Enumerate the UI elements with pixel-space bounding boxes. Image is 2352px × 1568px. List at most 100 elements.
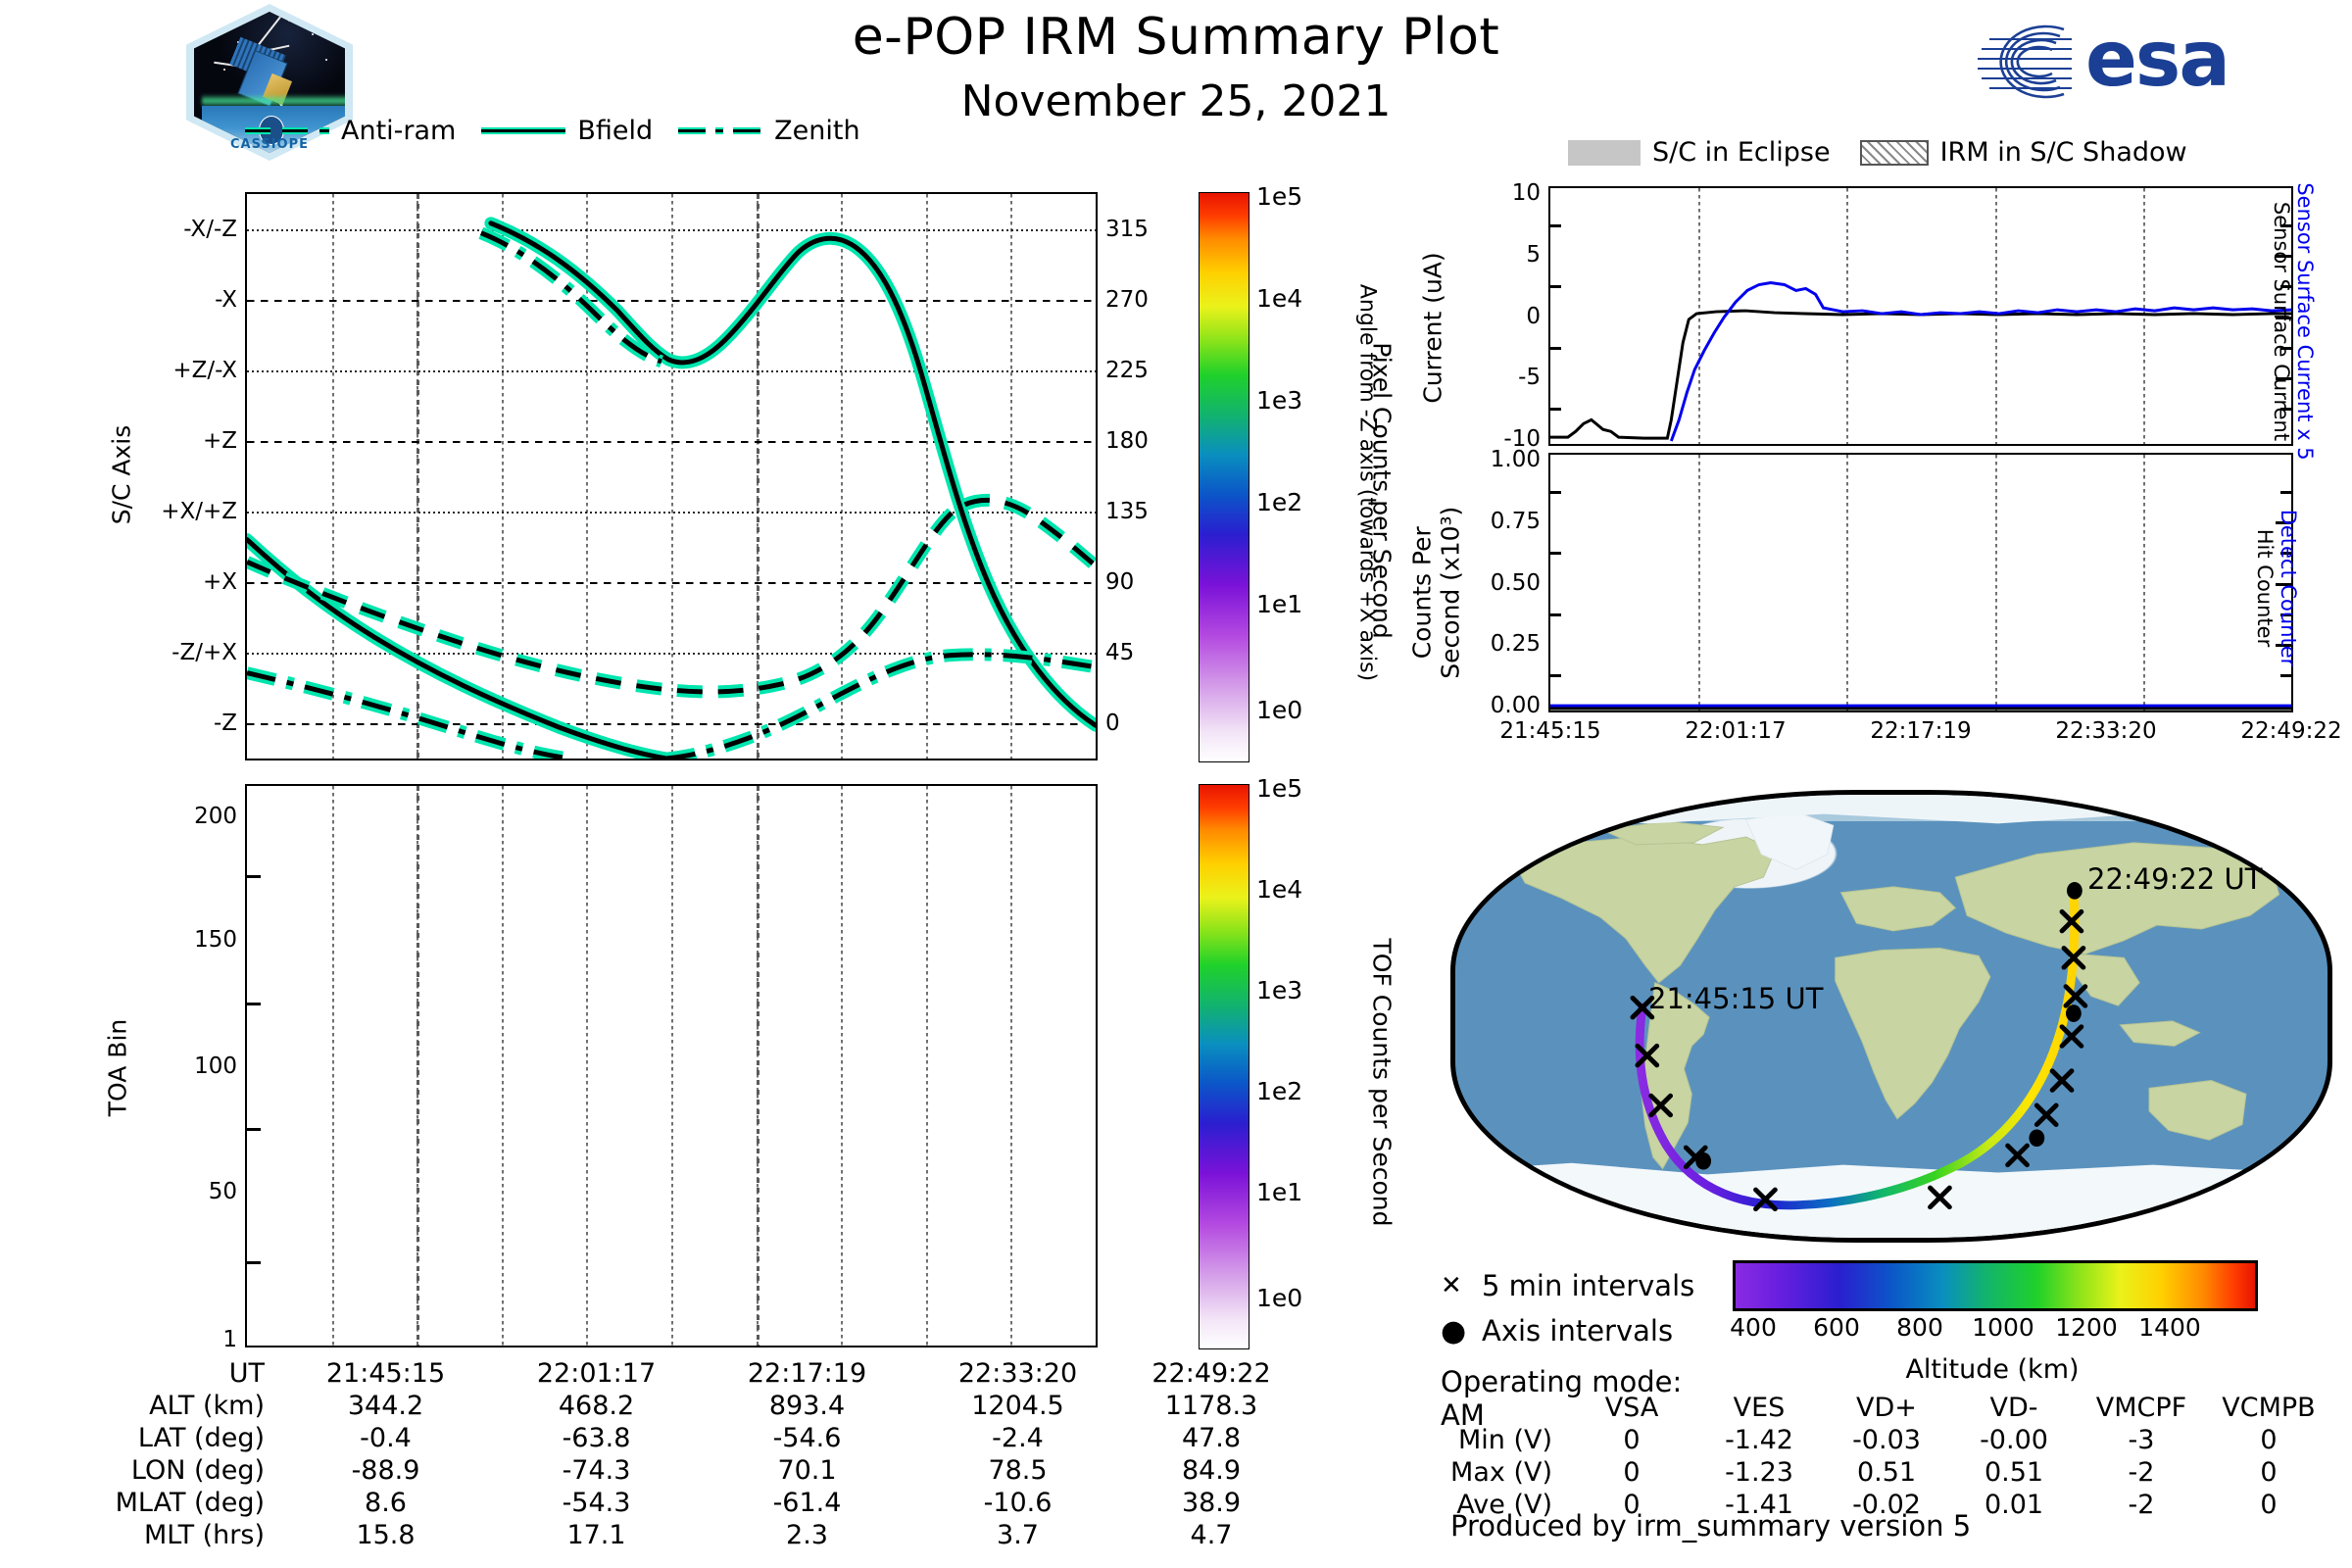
eclipse-swatch-icon: [1568, 139, 1641, 166]
cnt-ytick-0: 1.00: [1490, 447, 1541, 473]
cassiope-logo-text: CASSIOPE: [229, 137, 310, 152]
alt-tick-4: 1200: [2055, 1313, 2118, 1342]
sc-ytick-7: -Z: [213, 710, 237, 736]
counts-ylabel-line1: Counts Per: [1407, 526, 1437, 660]
map-legend-label-5min: 5 min intervals: [1482, 1269, 1695, 1302]
page-title: e-POP IRM Summary Plot: [852, 8, 1500, 67]
legend-item-sc-eclipse: S/C in Eclipse: [1568, 137, 1831, 168]
legend-item-irm-shadow: IRM in S/C Shadow: [1859, 137, 2187, 168]
orbit-map[interactable]: 21:45:15 UT 22:49:22 UT: [1450, 790, 2332, 1243]
ephemeris-cell: 893.4: [768, 1391, 846, 1421]
voltage-column-header: VD-: [1989, 1393, 2038, 1423]
voltage-cell: -1.41: [1725, 1490, 1793, 1520]
cb1-tick-2: 1e3: [1256, 386, 1303, 415]
toa-ytick-0: 200: [194, 804, 237, 830]
current-traces: [1550, 281, 2291, 442]
ephemeris-cell: -10.6: [983, 1488, 1053, 1518]
table-row: MLAT (deg) 8.6 -54.3 -61.4 -10.6 38.9: [108, 1487, 1299, 1519]
counts-right-label-black: Hit Counter: [2253, 528, 2277, 648]
alt-tick-2: 800: [1896, 1313, 1943, 1342]
table-row: MLT (hrs) 15.8 17.1 2.3 3.7 4.7: [108, 1519, 1299, 1551]
table-row: UT 21:45:15 22:01:17 22:17:19 22:33:20 22:49:…: [108, 1357, 1299, 1390]
ephemeris-cell: 70.1: [777, 1455, 837, 1486]
ephemeris-cell: 17.1: [566, 1520, 626, 1550]
voltage-cell: -1.23: [1725, 1457, 1793, 1488]
alt-tick-0: 400: [1730, 1313, 1777, 1342]
ephemeris-row-label: UT: [228, 1358, 265, 1389]
alt-tick-1: 600: [1813, 1313, 1860, 1342]
ephemeris-cell: 21:45:15: [325, 1358, 446, 1389]
operating-mode-label: Operating mode: AM: [1441, 1365, 1683, 1432]
cross-marker-icon: ✕: [1441, 1271, 1462, 1300]
sc-ytickR-1: 270: [1105, 287, 1149, 313]
ephemeris-cell: -54.6: [772, 1423, 842, 1453]
legend-item-bfield: Bfield: [481, 116, 653, 146]
alt-tick-3: 1000: [1972, 1313, 2034, 1342]
sc-ytick-1: -X: [215, 287, 237, 313]
ephemeris-row-label: LON (deg): [130, 1455, 265, 1486]
ephemeris-cell: 78.5: [988, 1455, 1048, 1486]
xtick-2: 22:17:19: [1870, 718, 1972, 744]
ephemeris-cell: -2.4: [992, 1423, 1044, 1453]
ephemeris-cell: 22:33:20: [957, 1358, 1078, 1389]
xtick-1: 22:01:17: [1685, 718, 1787, 744]
sc-ytickR-6: 45: [1105, 640, 1135, 665]
xtick-4: 22:49:22: [2240, 718, 2342, 744]
eclipse-legend: S/C in Eclipse IRM in S/C Shadow: [1568, 137, 2187, 168]
ephemeris-cell: -0.4: [360, 1423, 412, 1453]
sc-ytickR-0: 315: [1105, 217, 1149, 242]
cb2-tick-0: 1e5: [1256, 774, 1303, 803]
voltage-cell: 0.51: [1984, 1457, 2044, 1488]
voltage-cell: -3: [2128, 1425, 2155, 1455]
voltage-cell: 0: [2260, 1457, 2278, 1488]
voltage-table: VSA VES VD+ VD- VMCPF VCMPB Min (V) 0 -1.42 -0.0…: [1431, 1392, 2332, 1521]
voltage-cell: -1.42: [1725, 1425, 1793, 1455]
counts-panel: 1.00 0.75 0.50 0.25 0.00 21:45:15 22:01:…: [1491, 447, 2342, 744]
ephemeris-cell: 47.8: [1181, 1423, 1242, 1453]
toa-ytick-4: 1: [222, 1327, 237, 1353]
voltage-cell: 0.01: [1984, 1490, 2044, 1520]
cur-ytick-2: 0: [1526, 303, 1541, 329]
voltage-table-head: VSA VES VD+ VD- VMCPF VCMPB: [1431, 1392, 2332, 1424]
voltage-column-header: VMCPF: [2095, 1393, 2187, 1423]
zenith-line-icon: [678, 125, 763, 136]
ephemeris-row-label: ALT (km): [149, 1391, 265, 1421]
ephemeris-cell: 22:17:19: [747, 1358, 867, 1389]
cb1-tick-5: 1e0: [1256, 696, 1303, 724]
counts-ylabel-line2: Second (x10³): [1436, 506, 1464, 679]
bfield-line-icon: [481, 125, 566, 136]
ephemeris-table-body: UT 21:45:15 22:01:17 22:17:19 22:33:20 22:49:…: [108, 1357, 1299, 1551]
voltage-cell: -0.03: [1852, 1425, 1921, 1455]
toa-ytick-1: 150: [194, 927, 237, 954]
footer-text: Produced by irm_summary version 5: [1450, 1509, 1972, 1543]
esa-logo: esa: [1970, 14, 2293, 108]
ephemeris-table: UT 21:45:15 22:01:17 22:17:19 22:33:20 22:49:…: [108, 1357, 1299, 1551]
sc-ytick-2: +Z/-X: [172, 358, 237, 383]
ephemeris-cell: 4.7: [1190, 1520, 1233, 1550]
sc-ytick-0: -X/-Z: [183, 217, 237, 242]
esa-arcs-icon: [1978, 24, 2072, 99]
sc-axis-legend: Anti-ram Bfield Zenith: [245, 116, 860, 146]
altitude-colorbar-label: Altitude (km): [1905, 1354, 2080, 1385]
voltage-row-label: Max (V): [1450, 1457, 1552, 1488]
sc-axis-curves: [247, 217, 1096, 759]
voltage-row-label: Min (V): [1457, 1425, 1552, 1455]
sc-ytickR-3: 180: [1105, 428, 1149, 454]
legend-item-anti-ram: Anti-ram: [245, 116, 456, 146]
voltage-cell: 0: [1623, 1490, 1641, 1520]
current-panel: 10 5 0 -5 -10: [1503, 180, 2293, 452]
voltage-column-header: VCMPB: [2222, 1393, 2316, 1423]
cur-ytick-4: -10: [1503, 425, 1541, 452]
orbit-track: [1630, 882, 2088, 1212]
ephemeris-cell: 22:49:22: [1152, 1358, 1271, 1389]
legend-label-bfield: Bfield: [577, 116, 654, 146]
shadow-hatch-swatch-icon: [1859, 139, 1929, 166]
voltage-cell: -2: [2128, 1490, 2155, 1520]
map-legend-item-axis: ● Axis intervals: [1441, 1314, 1735, 1348]
voltage-row-label: Ave (V): [1456, 1490, 1552, 1520]
xtick-0: 21:45:15: [1499, 718, 1601, 744]
xtick-3: 22:33:20: [2055, 718, 2157, 744]
ephemeris-row-label: MLAT (deg): [115, 1488, 265, 1518]
cb1-tick-1: 1e4: [1256, 284, 1303, 313]
ephemeris-cell: 468.2: [558, 1391, 635, 1421]
